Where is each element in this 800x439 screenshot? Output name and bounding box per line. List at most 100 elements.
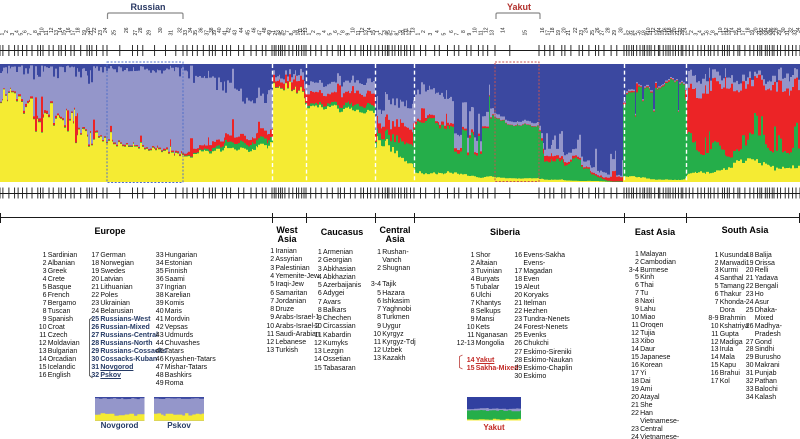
svg-text:7: 7 [455,33,461,36]
svg-text:16: 16 [663,27,669,33]
svg-text:4: 4 [322,30,328,33]
svg-text:41: 41 [223,30,229,36]
svg-text:18: 18 [667,27,673,33]
svg-text:32: 32 [789,27,795,33]
svg-text:7: 7 [640,33,646,36]
svg-text:17: 17 [740,30,746,36]
svg-text:10: 10 [296,30,302,36]
svg-text:11: 11 [479,30,485,35]
svg-text:9: 9 [467,33,473,36]
svg-text:4: 4 [697,30,703,33]
svg-text:1: 1 [623,33,629,36]
svg-text:19: 19 [750,30,756,36]
svg-text:17: 17 [665,30,671,36]
svg-text:5: 5 [328,33,334,36]
svg-text:6: 6 [449,30,455,33]
svg-text:11: 11 [298,28,304,33]
svg-text:18: 18 [550,27,556,33]
svg-text:1: 1 [0,33,6,36]
svg-text:31: 31 [785,30,791,36]
svg-text:33: 33 [792,30,798,36]
svg-text:3: 3 [693,33,699,36]
svg-text:5: 5 [279,30,285,33]
svg-text:16: 16 [540,27,546,33]
svg-text:8: 8 [395,33,401,36]
svg-text:2: 2 [311,30,317,33]
svg-text:1: 1 [306,33,312,36]
svg-text:7: 7 [708,33,714,36]
svg-text:12: 12 [360,27,366,33]
svg-text:25: 25 [590,30,596,36]
svg-text:38: 38 [209,27,215,33]
svg-text:2: 2 [421,30,427,33]
svg-text:14: 14 [367,27,373,33]
svg-text:21: 21 [566,30,572,36]
svg-text:7: 7 [392,30,398,33]
svg-text:11: 11 [722,30,728,35]
svg-text:43: 43 [233,30,239,36]
svg-text:30: 30 [158,27,164,33]
svg-text:23: 23 [98,30,104,36]
svg-text:22: 22 [92,27,98,33]
svg-text:24: 24 [584,27,590,33]
svg-text:13: 13 [364,30,370,36]
svg-text:29: 29 [612,30,618,36]
svg-text:9: 9 [293,30,299,33]
svg-text:23: 23 [680,30,686,36]
svg-text:13: 13 [410,27,416,33]
svg-text:14: 14 [58,27,64,33]
svg-text:46: 46 [252,27,258,33]
svg-text:9: 9 [714,33,720,36]
svg-text:15: 15 [734,30,740,36]
svg-text:16: 16 [66,27,72,33]
svg-text:20: 20 [561,27,567,33]
svg-text:12: 12 [49,27,55,33]
svg-text:26: 26 [595,27,601,33]
svg-text:10: 10 [40,27,46,33]
svg-text:2: 2 [689,30,695,33]
svg-text:3: 3 [317,33,323,36]
svg-text:29: 29 [147,30,153,36]
svg-text:15: 15 [660,30,666,36]
svg-text:2: 2 [4,30,10,33]
svg-text:3: 3 [428,33,434,36]
svg-text:26: 26 [124,27,130,33]
svg-text:8: 8 [33,30,39,33]
svg-text:44: 44 [239,27,245,33]
svg-text:5: 5 [441,33,447,36]
svg-text:47: 47 [257,30,263,36]
svg-text:45: 45 [245,30,251,36]
svg-text:13: 13 [489,30,495,36]
svg-text:17: 17 [545,30,551,36]
svg-text:28: 28 [606,27,612,33]
svg-text:33: 33 [183,30,189,36]
svg-text:11: 11 [404,28,410,33]
svg-text:34: 34 [188,27,194,33]
svg-text:26: 26 [769,27,775,33]
svg-text:2: 2 [626,30,632,33]
svg-text:5: 5 [701,33,707,36]
svg-text:32: 32 [177,27,183,33]
svg-text:13: 13 [655,30,661,36]
svg-text:40: 40 [217,27,223,33]
svg-text:6: 6 [333,30,339,33]
svg-text:6: 6 [23,30,29,33]
svg-text:8: 8 [642,30,648,33]
svg-text:11: 11 [44,30,50,35]
svg-text:29: 29 [777,30,783,36]
svg-text:5: 5 [18,33,24,36]
svg-text:34: 34 [796,27,800,33]
svg-text:27: 27 [599,30,605,36]
svg-text:7: 7 [337,33,343,36]
svg-text:5: 5 [633,33,639,36]
svg-text:28: 28 [774,27,780,33]
svg-text:11: 11 [648,30,654,35]
svg-text:5: 5 [386,30,392,33]
svg-text:23: 23 [579,30,585,36]
svg-text:12: 12 [724,27,730,33]
svg-text:9: 9 [398,30,404,33]
svg-text:8: 8 [289,33,295,36]
svg-text:12: 12 [483,27,489,33]
svg-text:9: 9 [644,33,650,36]
svg-text:13: 13 [54,30,60,36]
